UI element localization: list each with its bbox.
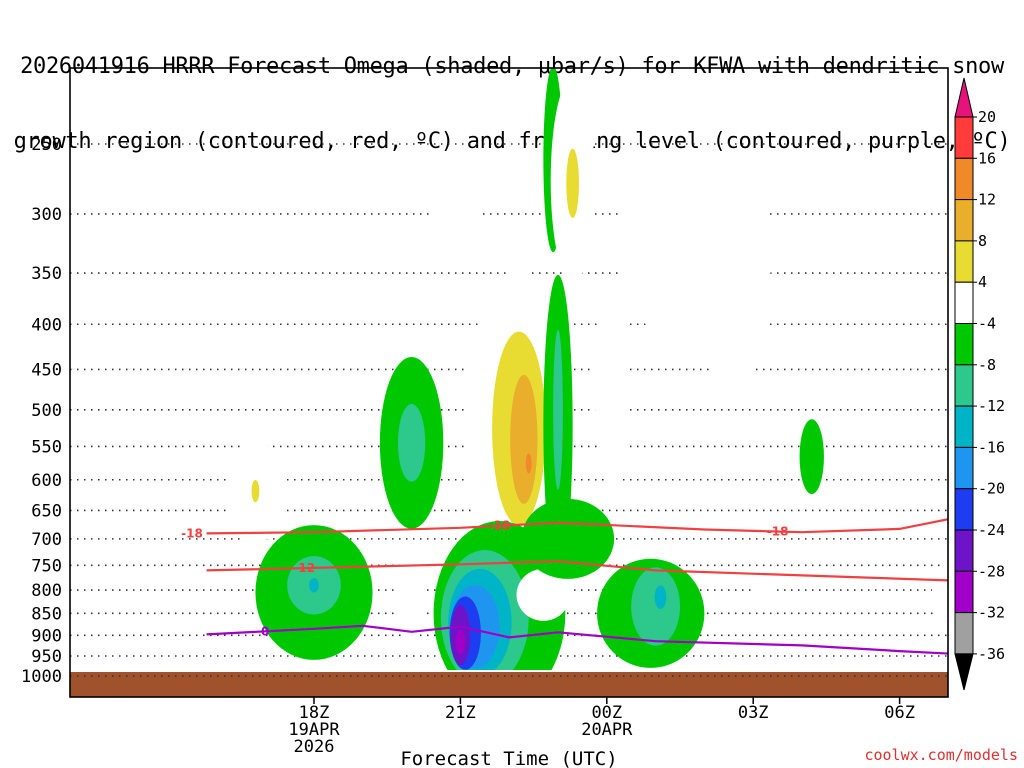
contour-label-m18: -18 — [489, 519, 511, 533]
colorbar-swatch-8 — [954, 446, 974, 490]
y-tick-300: 300 — [31, 205, 62, 225]
colorbar-swatch-9 — [954, 488, 974, 531]
downdraft-column-core — [553, 329, 563, 490]
colorbar-swatch-11 — [954, 570, 974, 614]
colorbar-label-12: -32 — [978, 604, 1005, 622]
omega-cell-15 — [566, 148, 579, 219]
colorbar-swatch-0 — [954, 116, 974, 159]
colorbar-label-5: -4 — [978, 315, 996, 333]
y-tick-750: 750 — [31, 556, 62, 576]
colorbar-swatch-5 — [954, 323, 974, 366]
omega-shading — [226, 68, 948, 670]
x-tick-label-0-2: 2026 — [294, 737, 335, 757]
weak-ascent-pocket — [531, 583, 546, 604]
y-tick-550: 550 — [31, 437, 62, 457]
colorbar-label-8: -16 — [978, 438, 1005, 456]
colorbar: 20 16 12 8 4 -4 -8 -12 -16 -20 -24 -28 -32 -36 — [954, 77, 1005, 691]
y-tick-600: 600 — [31, 471, 62, 491]
x-tick-label-3-0: 03Z — [738, 703, 769, 723]
y-tick-400: 400 — [31, 315, 62, 335]
downdraft-connector — [521, 498, 615, 579]
contour-1 — [206, 560, 948, 582]
omega-cell-22 — [747, 587, 779, 605]
x-tick-label-2-1: 20APR — [581, 720, 633, 740]
x-tick-label-0-1: 19APR — [288, 720, 340, 740]
contour-label-m18: -18 — [767, 525, 789, 539]
x-tick-label-1-0: 21Z — [445, 703, 476, 723]
omega-cell-8 — [428, 175, 483, 253]
colorbar-label-13: -36 — [978, 645, 1005, 663]
omega-cell-12 — [525, 453, 532, 474]
colorbar-bottom-triangle — [954, 653, 974, 691]
y-tick-450: 450 — [31, 360, 62, 380]
y-tick-800: 800 — [31, 581, 62, 601]
axis-layer: 2503003504004505005506006507007508008509… — [21, 135, 915, 768]
colorbar-swatch-7 — [954, 405, 974, 448]
colorbar-swatch-1 — [954, 157, 974, 201]
y-tick-1000: 1000 — [21, 667, 62, 687]
ground-layer — [70, 672, 948, 697]
x-tick-label-2-0: 00Z — [591, 703, 622, 723]
y-tick-250: 250 — [31, 135, 62, 155]
omega-cell-21 — [699, 222, 768, 387]
credit-text: coolwx.com/models — [864, 746, 1018, 764]
colorbar-swatch-3 — [954, 240, 974, 283]
contour-layer: -18-18-18-1200 — [181, 518, 948, 655]
colorbar-swatch-10 — [954, 529, 974, 572]
contour-0 — [206, 518, 948, 535]
colorbar-swatch-2 — [954, 199, 974, 242]
contour-2 — [206, 624, 948, 655]
omega-cell-11 — [510, 374, 538, 504]
omega-cell-1 — [251, 479, 260, 503]
title-line-1: 2026041916 HRRR Forecast Omega (shaded, … — [20, 54, 1004, 79]
colorbar-label-3: 8 — [978, 232, 987, 250]
colorbar-label-7: -12 — [978, 397, 1005, 415]
colorbar-label-1: 16 — [978, 149, 996, 167]
y-tick-850: 850 — [31, 604, 62, 624]
colorbar-label-10: -24 — [978, 521, 1005, 539]
y-tick-650: 650 — [31, 501, 62, 521]
omega-cell-23 — [799, 419, 824, 495]
colorbar-swatch-12 — [954, 612, 974, 655]
x-tick-label-4-0: 06Z — [884, 703, 915, 723]
title-line-2: growth region (contoured, red, ºC) and f… — [13, 129, 1011, 154]
colorbar-label-2: 12 — [978, 191, 996, 209]
y-tick-900: 900 — [31, 626, 62, 646]
colorbar-label-4: 4 — [978, 273, 987, 291]
y-tick-950: 950 — [31, 647, 62, 667]
omega-cell-7 — [396, 543, 427, 645]
omega-cell-18 — [631, 567, 680, 646]
y-tick-350: 350 — [31, 264, 62, 284]
plot-frame — [69, 67, 949, 698]
chart-title: 2026041916 HRRR Forecast Omega (shaded, … — [0, 4, 1024, 179]
descent-core-6 — [455, 629, 466, 655]
x-axis-label: Forecast Time (UTC) — [400, 748, 617, 768]
contour-label-m18: -18 — [181, 527, 203, 541]
colorbar-swatch-6 — [954, 364, 974, 407]
contour-label-0: 0 — [261, 624, 269, 638]
omega-cell-4 — [309, 577, 319, 593]
y-tick-700: 700 — [31, 530, 62, 550]
x-tick-label-0-0: 18Z — [299, 703, 330, 723]
colorbar-label-9: -20 — [978, 480, 1005, 498]
ground-surface — [70, 672, 948, 697]
contour-label-m12: -12 — [293, 561, 315, 575]
colorbar-swatch-4 — [954, 281, 974, 325]
colorbar-label-6: -8 — [978, 356, 996, 374]
omega-cell-6 — [397, 404, 426, 482]
omega-cell-16 — [594, 285, 629, 487]
colorbar-label-11: -28 — [978, 562, 1005, 580]
omega-cell-19 — [654, 585, 667, 609]
colorbar-top-triangle — [954, 77, 974, 118]
y-tick-500: 500 — [31, 401, 62, 421]
colorbar-label-0: 20 — [978, 108, 996, 126]
